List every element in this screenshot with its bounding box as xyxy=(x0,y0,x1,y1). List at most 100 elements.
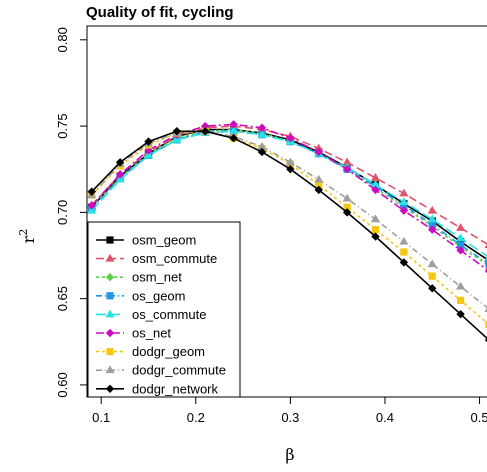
y-axis: 0.60 0.65 0.70 0.75 0.80 xyxy=(55,27,87,398)
legend-marker xyxy=(106,348,114,356)
legend-item: os_net xyxy=(96,326,171,341)
legend-item: os_geom xyxy=(96,288,185,303)
data-point xyxy=(399,188,409,197)
data-point xyxy=(257,147,267,157)
x-axis: 0.1 0.2 0.3 0.4 0.5 xyxy=(92,397,487,425)
data-point xyxy=(399,236,409,245)
legend-item: os_commute xyxy=(96,307,206,322)
plot-frame xyxy=(86,25,487,398)
data-point xyxy=(144,137,153,146)
data-point xyxy=(457,296,465,304)
data-point xyxy=(201,121,210,131)
data-point xyxy=(314,185,323,195)
data-point xyxy=(342,208,352,217)
data-point xyxy=(370,173,381,181)
data-point xyxy=(286,165,295,174)
legend-item: dodgr_network xyxy=(96,381,218,396)
data-point xyxy=(428,272,436,280)
data-point xyxy=(87,205,97,214)
x-tick-label: 0.3 xyxy=(281,410,299,425)
legend-marker xyxy=(106,236,114,244)
data-point xyxy=(427,214,437,223)
x-tick-label: 0.2 xyxy=(187,410,205,425)
legend-marker xyxy=(105,253,115,262)
legend-marker xyxy=(105,365,115,374)
legend-marker xyxy=(105,309,115,318)
legend-label: osm_commute xyxy=(132,251,217,266)
data-point xyxy=(428,225,437,234)
x-tick-label: 0.1 xyxy=(92,410,110,425)
data-point xyxy=(456,281,466,290)
data-point xyxy=(428,284,437,293)
data-point xyxy=(484,255,487,261)
data-point xyxy=(484,337,487,343)
series-line xyxy=(91,125,487,245)
legend-marker xyxy=(105,273,115,282)
data-point xyxy=(115,170,125,179)
legend: osm_geom osm_commute osm_net os_geom os_comm… xyxy=(87,221,241,398)
legend-item: osm_geom xyxy=(96,233,196,248)
data-point xyxy=(285,157,295,166)
legend-label: os_net xyxy=(132,326,171,341)
data-point xyxy=(484,268,487,274)
x-tick-label: 0.4 xyxy=(376,410,394,425)
data-point xyxy=(342,157,352,166)
data-point xyxy=(484,243,487,249)
data-point xyxy=(371,226,380,234)
data-point xyxy=(314,174,324,183)
data-point xyxy=(485,260,487,268)
data-point xyxy=(427,205,437,214)
data-point xyxy=(456,223,466,231)
legend-label: os_geom xyxy=(132,288,185,303)
legend-item: dodgr_geom xyxy=(96,344,205,359)
data-point xyxy=(399,258,409,267)
x-axis-title: β xyxy=(285,445,294,464)
y-tick-label: 0.80 xyxy=(55,27,70,52)
y-axis-title-main: r xyxy=(19,235,38,243)
legend-item: dodgr_commute xyxy=(96,363,226,378)
data-point xyxy=(427,259,437,268)
data-point xyxy=(370,214,381,223)
data-point xyxy=(457,241,465,249)
data-point xyxy=(172,135,182,143)
series-line xyxy=(91,128,487,266)
series-line xyxy=(91,130,487,309)
data-point xyxy=(172,127,182,136)
data-point xyxy=(399,206,409,215)
data-point xyxy=(229,126,239,135)
legend-item: osm_net xyxy=(96,270,182,285)
data-point xyxy=(399,197,409,205)
y-tick-label: 0.70 xyxy=(55,200,70,225)
legend-label: osm_geom xyxy=(132,233,196,248)
legend-box xyxy=(87,221,241,398)
data-point xyxy=(371,232,380,241)
y-axis-title: r2 xyxy=(17,229,38,244)
data-point xyxy=(342,193,352,202)
data-point xyxy=(115,158,125,167)
legend-marker xyxy=(105,384,115,393)
chart-title: Quality of fit, cycling xyxy=(86,4,234,21)
data-point xyxy=(229,120,238,129)
data-point xyxy=(115,174,125,183)
data-point xyxy=(400,201,408,210)
data-point xyxy=(456,233,466,242)
y-tick-label: 0.65 xyxy=(55,286,70,311)
data-point xyxy=(484,307,487,312)
data-point xyxy=(428,220,436,229)
series-layer xyxy=(87,120,487,343)
data-point xyxy=(257,129,267,138)
legend-label: os_commute xyxy=(132,307,206,322)
data-point xyxy=(229,133,238,143)
data-point xyxy=(343,203,351,211)
data-point xyxy=(314,143,324,152)
legend-label: dodgr_geom xyxy=(132,344,205,359)
data-point xyxy=(257,123,267,133)
legend-item: osm_commute xyxy=(96,251,217,266)
series-dodgr-network xyxy=(87,127,487,343)
legend-label: osm_net xyxy=(132,270,182,285)
data-point xyxy=(257,141,267,150)
legend-marker xyxy=(106,292,114,300)
data-point xyxy=(371,185,380,195)
data-point xyxy=(456,246,465,255)
